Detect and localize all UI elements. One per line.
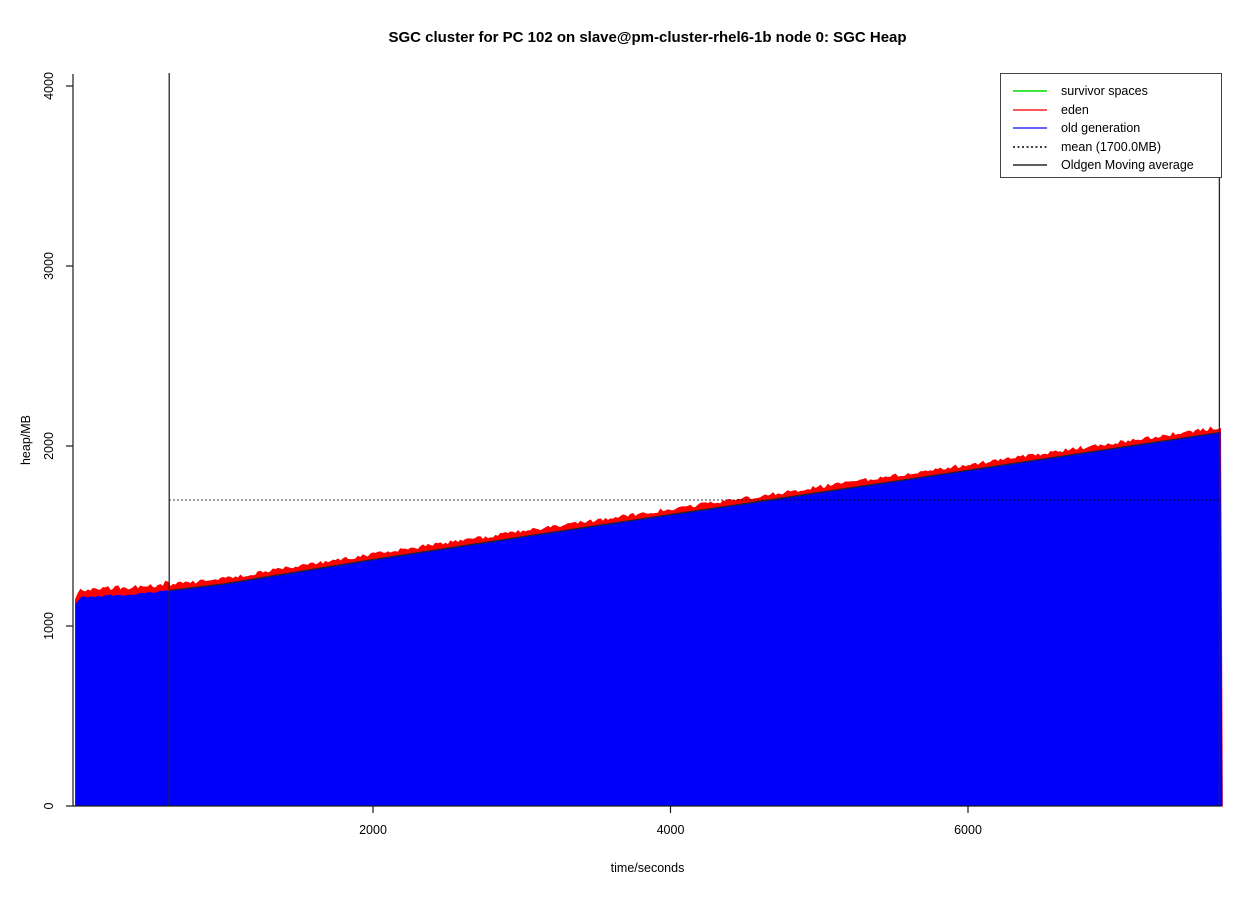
x-axis-label: time/seconds [610, 861, 685, 875]
legend-item-label: survivor spaces [1061, 84, 1148, 99]
legend-line-swatch-mean-1700-0mb [1013, 146, 1047, 148]
old-generation-area [75, 431, 1223, 806]
y-tick-label: 1000 [42, 612, 56, 640]
legend-line-swatch-oldgen-moving-average [1013, 164, 1047, 166]
legend: survivor spaces eden old generation mean (1… [1000, 73, 1222, 178]
oldgen-moving-average-line [170, 432, 1219, 592]
legend-line-swatch-survivor-spaces [1013, 90, 1047, 92]
x-tick-label: 4000 [657, 823, 685, 837]
y-tick-label: 0 [42, 802, 56, 809]
y-tick-label: 4000 [42, 72, 56, 100]
legend-line-swatch-eden [1013, 109, 1047, 111]
legend-item-label: Oldgen Moving average [1061, 158, 1194, 173]
x-tick-label: 2000 [359, 823, 387, 837]
chart-title: SGC cluster for PC 102 on slave@pm-clust… [388, 29, 907, 46]
legend-item-old-generation: old generation [1013, 119, 1221, 138]
y-tick-label: 2000 [42, 432, 56, 460]
y-tick-label: 3000 [42, 252, 56, 280]
legend-item-survivor-spaces: survivor spaces [1013, 82, 1221, 101]
legend-item-oldgen-moving-average: Oldgen Moving average [1013, 156, 1221, 175]
legend-item-label: eden [1061, 102, 1089, 117]
legend-item-label: old generation [1061, 121, 1141, 136]
legend-item-mean-1700-0mb: mean (1700.0MB) [1013, 138, 1221, 157]
x-tick-label: 6000 [954, 823, 982, 837]
legend-item-label: mean (1700.0MB) [1061, 139, 1162, 154]
legend-line-swatch-old-generation [1013, 127, 1047, 129]
legend-item-eden: eden [1013, 101, 1221, 120]
